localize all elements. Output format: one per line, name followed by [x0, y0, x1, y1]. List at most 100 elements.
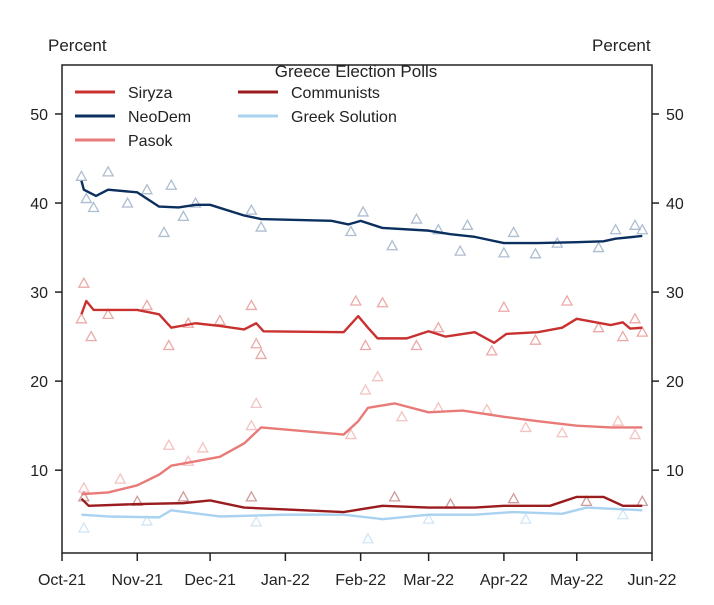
left-axis-label: Percent [48, 36, 107, 55]
siryza-poll-marker [529, 333, 542, 345]
neodem-poll-marker [432, 223, 445, 235]
y-tick-label-left: 40 [30, 196, 48, 213]
x-tick-label: Dec-21 [184, 572, 236, 589]
siryza-poll-marker [592, 321, 605, 333]
siryza-poll-marker [497, 300, 510, 312]
greek-solution-poll-marker [250, 515, 263, 527]
siryza-poll-marker [560, 294, 574, 306]
neodem-poll-marker [121, 196, 134, 208]
siryza-poll-marker [628, 312, 642, 324]
neodem-poll-marker [140, 183, 154, 195]
y-tick-label-right: 30 [666, 285, 684, 302]
neodem-line [80, 180, 643, 245]
greek-solution-poll-marker [616, 508, 629, 520]
communists-poll-marker [580, 495, 593, 506]
pasok-poll-marker [628, 428, 642, 440]
pasok-poll-marker [344, 428, 358, 440]
neodem-poll-marker [461, 218, 474, 230]
neodem-poll-marker [497, 246, 510, 258]
x-tick-label: Mar-22 [403, 572, 454, 589]
siryza-poll-marker [85, 330, 98, 342]
pasok-poll-marker [182, 454, 195, 466]
neodem-poll-marker [609, 223, 622, 235]
siryza-poll-marker [213, 314, 226, 326]
x-tick-label: Oct-21 [38, 572, 86, 589]
communists-poll-marker [507, 492, 520, 504]
siryza-poll-marker [162, 339, 175, 351]
legend-label-siryza: Siryza [128, 85, 173, 102]
siryza-poll-marker [636, 325, 649, 337]
legend-label-pasok: Pasok [128, 133, 173, 150]
neodem-poll-marker [529, 247, 542, 259]
siryza-poll-marker [410, 339, 423, 351]
neodem-poll-marker [454, 244, 467, 256]
communists-poll-marker [245, 490, 258, 502]
siryza-poll-marker [485, 344, 498, 356]
communists-poll-marker [177, 490, 190, 502]
x-tick-label: Apr-22 [480, 572, 528, 589]
neodem-poll-marker [80, 192, 93, 204]
chart-title: Greece Election Polls [275, 62, 438, 81]
siryza-poll-marker [376, 296, 389, 308]
siryza-poll-marker [254, 348, 268, 360]
pasok-poll-marker [196, 441, 209, 453]
communists-line [80, 495, 643, 514]
siryza-poll-marker [77, 276, 90, 288]
siryza-poll-marker [432, 321, 445, 333]
x-tick-label: Nov-21 [111, 572, 163, 589]
communists-poll-marker [388, 490, 401, 502]
neodem-poll-marker [592, 241, 605, 253]
pasok-poll-marker [359, 383, 372, 395]
neodem-poll-marker [344, 225, 358, 237]
pasok-poll-marker [556, 426, 569, 438]
greek-solution-poll-marker [422, 512, 435, 524]
y-tick-label-left: 10 [30, 463, 48, 480]
y-tick-label-left: 20 [30, 374, 48, 391]
communists-poll-marker [131, 495, 144, 506]
right-axis-label: Percent [592, 36, 651, 55]
greek-solution-poll-marker [519, 512, 532, 524]
legend-label-communists: Communists [291, 85, 380, 102]
pasok-poll-marker [162, 438, 175, 450]
siryza-line [80, 299, 643, 345]
x-tick-label: Feb-22 [335, 572, 386, 589]
pasok-poll-marker [250, 397, 263, 409]
neodem-poll-marker [636, 223, 649, 235]
y-tick-label-left: 50 [30, 107, 48, 124]
pasok-poll-marker [519, 421, 532, 433]
neodem-poll-marker [410, 212, 423, 224]
pasok-poll-marker [611, 414, 625, 426]
y-tick-label-right: 40 [666, 196, 684, 213]
siryza-poll-marker [616, 330, 629, 342]
pasok-poll-marker [245, 419, 258, 431]
greek-solution-line [81, 506, 643, 521]
neodem-poll-marker [628, 218, 642, 230]
siryza-poll-marker [75, 312, 88, 324]
neodem-poll-marker [157, 226, 171, 238]
neodem-poll-marker [386, 239, 399, 251]
x-tick-label: Jan-22 [261, 572, 310, 589]
pasok-line [81, 402, 643, 496]
neodem-poll-marker [245, 203, 258, 215]
siryza-poll-marker [102, 308, 115, 319]
plot-frame [61, 64, 653, 554]
siryza-poll-marker [349, 294, 362, 306]
siryza-poll-marker [182, 316, 195, 328]
legend-label-neodem: NeoDem [128, 109, 191, 126]
legend-label-greek-solution: Greek Solution [291, 109, 397, 126]
y-tick-label-left: 30 [30, 285, 48, 302]
pasok-poll-marker [371, 370, 384, 382]
x-tick-label: Jun-22 [628, 572, 677, 589]
neodem-poll-marker [165, 178, 178, 190]
neodem-poll-marker [75, 169, 88, 181]
y-tick-label-right: 50 [666, 107, 684, 124]
pasok-poll-marker [480, 403, 494, 415]
siryza-poll-marker [140, 299, 154, 311]
neodem-poll-marker [102, 165, 115, 177]
neodem-poll-marker [189, 196, 202, 208]
neodem-poll-marker [254, 220, 268, 232]
y-tick-label-right: 10 [666, 463, 684, 480]
greek-solution-poll-marker [77, 521, 90, 533]
neodem-poll-marker [507, 226, 520, 238]
